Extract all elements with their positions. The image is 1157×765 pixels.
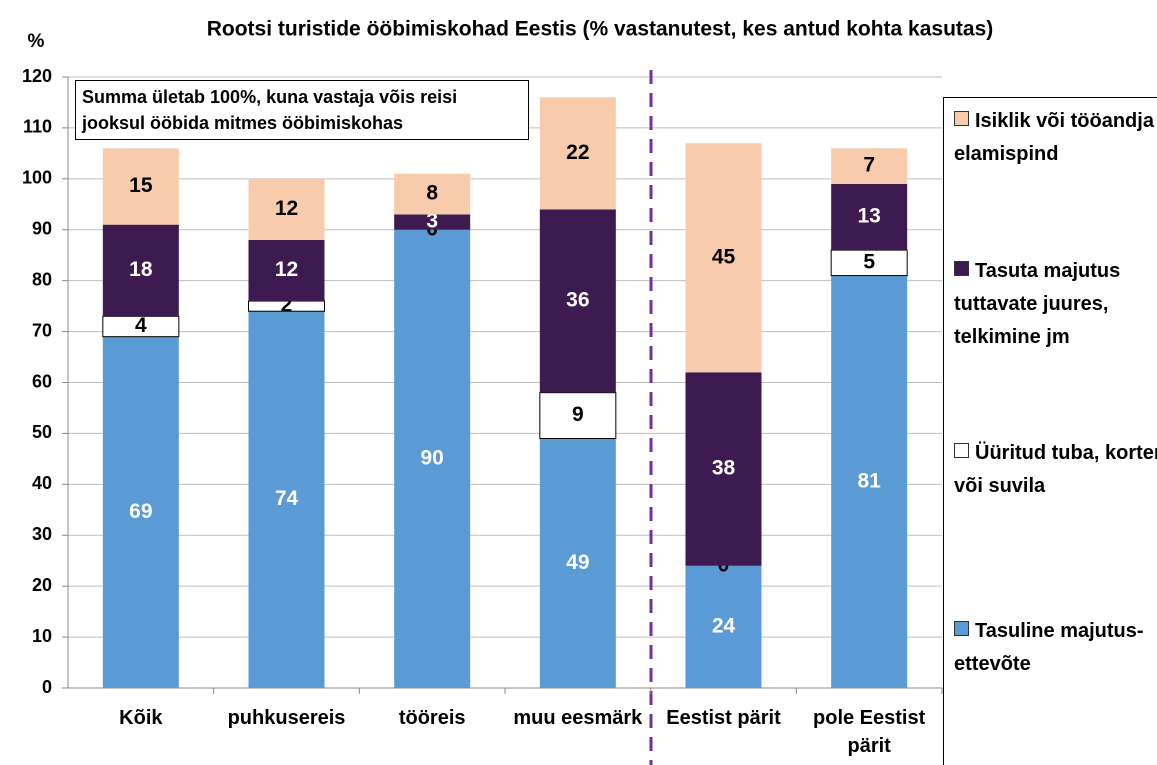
data-label: 69: [129, 500, 152, 523]
legend-swatch: [954, 261, 969, 276]
bar-segment: [830, 249, 908, 277]
data-label: 38: [712, 457, 736, 480]
bar-segment: [248, 178, 325, 240]
y-tick-label: 20: [32, 575, 52, 595]
bar-segment: [831, 183, 908, 251]
x-tick-label: Eestist pärit: [666, 707, 781, 729]
x-tick-label: pole Eestist pärit: [813, 707, 926, 757]
bar-segment: [102, 148, 179, 225]
y-tick-label: 60: [32, 371, 52, 391]
x-tick-label: puhkusereis: [227, 707, 346, 729]
bar-segment: [394, 214, 471, 230]
legend-swatch: [954, 443, 969, 458]
bar-segment: [539, 438, 616, 688]
bar-segment: [831, 275, 908, 688]
bar-segment: [102, 336, 179, 688]
data-label: 24: [712, 614, 736, 637]
data-label: 45: [712, 245, 736, 268]
x-tick-label: Kõik: [119, 707, 163, 729]
y-tick-label: 40: [32, 473, 52, 493]
bar-segment: [394, 173, 471, 215]
y-tick-label: 100: [22, 168, 52, 188]
y-tick-label: 120: [22, 66, 52, 86]
bar-segment: [685, 372, 762, 566]
data-label: 12: [275, 197, 298, 220]
legend-label: Isiklik või tööandja elamispind: [954, 110, 1154, 165]
legend-label: Üüritud tuba, korter või suvila: [954, 442, 1157, 497]
legend-swatch: [954, 111, 969, 126]
data-label: 81: [857, 469, 881, 492]
bar-segment: [539, 392, 617, 440]
y-tick-label: 30: [32, 524, 52, 544]
data-label: 7: [863, 154, 875, 177]
data-label: 36: [566, 289, 589, 312]
data-label: 13: [857, 205, 880, 228]
data-label: 8: [426, 182, 438, 205]
data-label: 49: [566, 551, 589, 574]
y-axis-label: %: [28, 31, 45, 52]
bar-segment: [394, 229, 471, 688]
legend: Tasuline majutus-ettevõte Üüritud tuba, k…: [943, 97, 1157, 765]
bar-segment: [685, 143, 762, 373]
bar-segment: [248, 239, 325, 302]
data-label: 90: [420, 446, 443, 469]
x-tick-label: tööreis: [398, 707, 466, 729]
data-label: 18: [129, 258, 153, 281]
y-tick-label: 0: [42, 677, 52, 697]
data-label: 2: [281, 294, 293, 317]
y-tick-label: 80: [32, 269, 52, 289]
legend-label: Tasuta majutus tuttavate juures, telkimi…: [954, 260, 1121, 348]
y-tick-label: 10: [32, 626, 52, 646]
bar-segment: [831, 148, 908, 184]
data-label: 9: [572, 403, 584, 426]
bar-segment: [539, 209, 616, 393]
legend-swatch: [954, 621, 969, 636]
legend-entry: Tasuline majutus-ettevõte: [954, 615, 1157, 681]
bar-segment: [685, 565, 762, 688]
data-label: 22: [566, 141, 589, 164]
y-tick-label: 110: [23, 117, 52, 137]
data-label: 12: [275, 258, 298, 281]
y-tick-label: 90: [32, 219, 52, 239]
data-label: 15: [129, 174, 153, 197]
data-label: 5: [863, 250, 875, 273]
chart-title: Rootsi turistide ööbimiskohad Eestis (% …: [207, 18, 994, 41]
data-label: 74: [275, 487, 299, 510]
y-tick-label: 50: [32, 422, 52, 442]
y-tick-label: 70: [32, 320, 52, 340]
bar-segment: [102, 224, 179, 317]
data-label: 4: [135, 314, 147, 337]
bar-segment: [248, 311, 325, 688]
bar-segment: [539, 97, 616, 210]
data-label: 3: [426, 210, 438, 233]
legend-entry: Isiklik või tööandja elamispind: [954, 105, 1157, 171]
annotation: Summa ületab 100%, kuna vastaja võis rei…: [75, 80, 529, 140]
x-tick-label: muu eesmärk: [513, 707, 643, 729]
legend-entry: Tasuta majutus tuttavate juures, telkimi…: [954, 255, 1157, 354]
legend-label: Tasuline majutus-ettevõte: [954, 620, 1144, 675]
legend-entry: Üüritud tuba, korter või suvila: [954, 437, 1157, 503]
